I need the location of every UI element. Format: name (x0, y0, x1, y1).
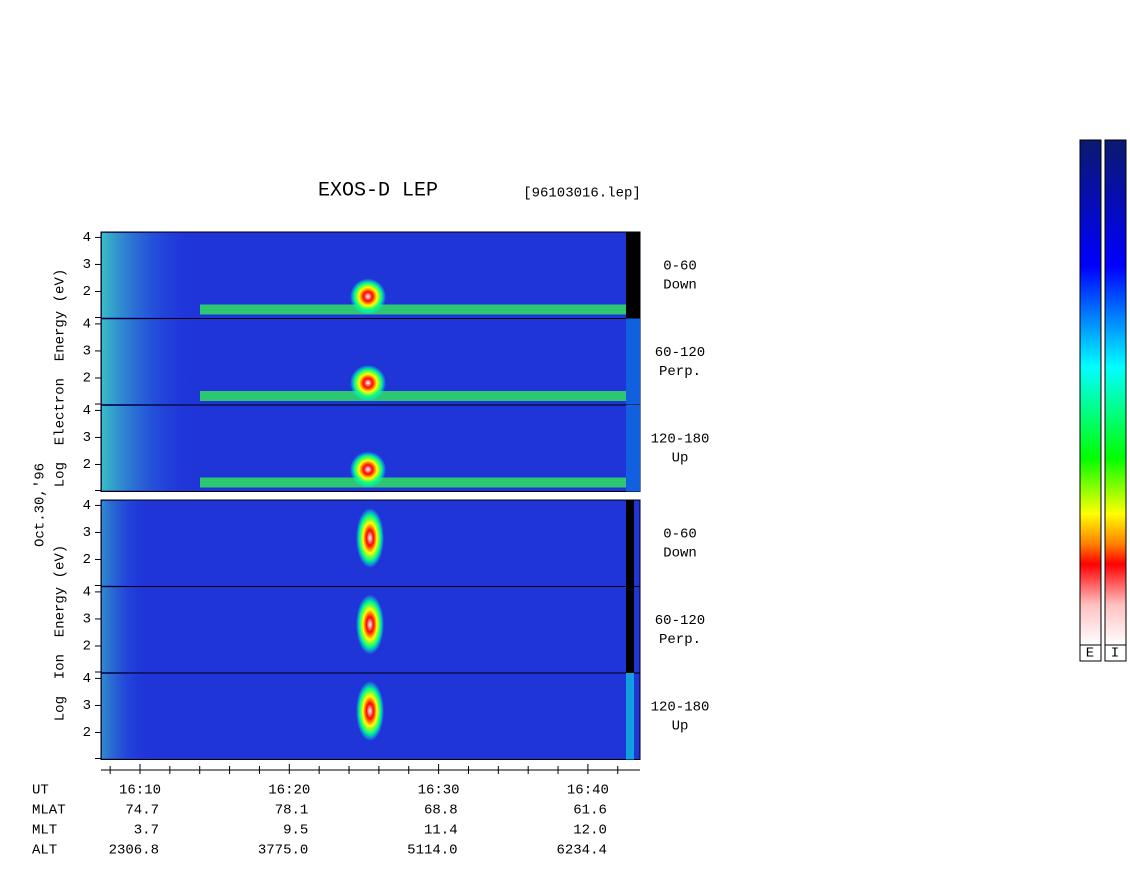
spectrogram-band (200, 477, 626, 488)
y-tick-label: 3 (83, 257, 91, 273)
row-value: 16:20 (268, 783, 310, 799)
file-name: [96103016.lep] (523, 186, 641, 202)
spectrogram-texture (102, 233, 192, 318)
direction: Up (672, 451, 689, 467)
row-value: 3.7 (134, 823, 159, 839)
spectrogram-feature (350, 278, 386, 315)
colorbar-box (1104, 644, 1127, 662)
y-tick-label: 4 (83, 585, 91, 601)
y-tick-label: 3 (83, 612, 91, 628)
y-tick-label: 4 (83, 671, 91, 687)
direction: Up (672, 719, 689, 735)
direction: Down (663, 278, 697, 294)
pitch-angle: 0-60 (663, 259, 697, 275)
row-value: 2306.8 (109, 843, 159, 859)
row-value: 16:30 (418, 783, 460, 799)
spectrogram-feature (356, 681, 384, 741)
y-tick-label: 3 (83, 698, 91, 714)
spectrogram-texture (102, 587, 147, 672)
data-gap (626, 232, 640, 319)
y-tick-label: 4 (83, 403, 91, 419)
spectrogram-texture (102, 406, 192, 491)
y-tick-label: 2 (83, 552, 91, 568)
spectrogram-feature (350, 451, 386, 488)
row-value: 11.4 (424, 823, 458, 839)
row-value: 61.6 (573, 803, 607, 819)
pitch-angle: 120-180 (651, 432, 710, 448)
y-tick-label: 4 (83, 317, 91, 333)
direction: Perp. (659, 632, 701, 648)
y-tick-label: 2 (83, 371, 91, 387)
direction: Down (663, 546, 697, 562)
row-value: 9.5 (283, 823, 308, 839)
y-axis-label: Log Electron Energy (eV) (53, 269, 69, 487)
y-tick-label: 4 (83, 498, 91, 514)
data-gap (626, 318, 640, 405)
y-tick-label: 2 (83, 284, 91, 300)
spectrogram-texture (102, 319, 192, 404)
pitch-angle: 0-60 (663, 527, 697, 543)
spectrogram-texture (102, 674, 147, 759)
y-tick-label: 2 (83, 725, 91, 741)
spectrogram-band (200, 304, 626, 315)
colorbar-i (1104, 139, 1127, 646)
title: EXOS-D LEP (318, 179, 438, 202)
row-value: 12.0 (573, 823, 607, 839)
row-label: UT (32, 783, 49, 799)
row-label: MLT (32, 823, 57, 839)
y-tick-label: 2 (83, 457, 91, 473)
colorbar-box (1079, 644, 1102, 662)
y-axis-label: Log Ion Energy (eV) (53, 545, 69, 721)
spectrogram-texture (102, 501, 147, 586)
y-tick-label: 3 (83, 344, 91, 360)
y-tick-label: 2 (83, 639, 91, 655)
direction: Perp. (659, 364, 701, 380)
colorbar-e (1079, 139, 1102, 646)
row-value: 74.7 (125, 803, 159, 819)
spectrogram-feature (350, 365, 386, 401)
spectrogram-band (200, 391, 626, 401)
data-edge (626, 673, 634, 760)
colorbar-label: I (1111, 646, 1119, 662)
spectrogram-feature (356, 594, 384, 655)
y-tick-label: 3 (83, 525, 91, 541)
y-tick-label: 3 (83, 430, 91, 446)
row-label: ALT (32, 843, 57, 859)
data-edge (626, 586, 634, 673)
pitch-angle: 120-180 (651, 700, 710, 716)
row-value: 78.1 (275, 803, 309, 819)
pitch-angle: 60-120 (655, 613, 705, 629)
row-value: 3775.0 (258, 843, 308, 859)
data-gap (626, 405, 640, 492)
row-label: MLAT (32, 803, 66, 819)
date: Oct.30,'96 (33, 463, 49, 547)
colorbar-label: E (1086, 646, 1094, 662)
row-value: 16:10 (119, 783, 161, 799)
y-tick-label: 4 (83, 230, 91, 246)
row-value: 16:40 (567, 783, 609, 799)
data-edge (626, 500, 634, 587)
pitch-angle: 60-120 (655, 345, 705, 361)
row-value: 6234.4 (556, 843, 606, 859)
row-value: 68.8 (424, 803, 458, 819)
row-value: 5114.0 (407, 843, 457, 859)
spectrogram-feature (356, 508, 384, 568)
